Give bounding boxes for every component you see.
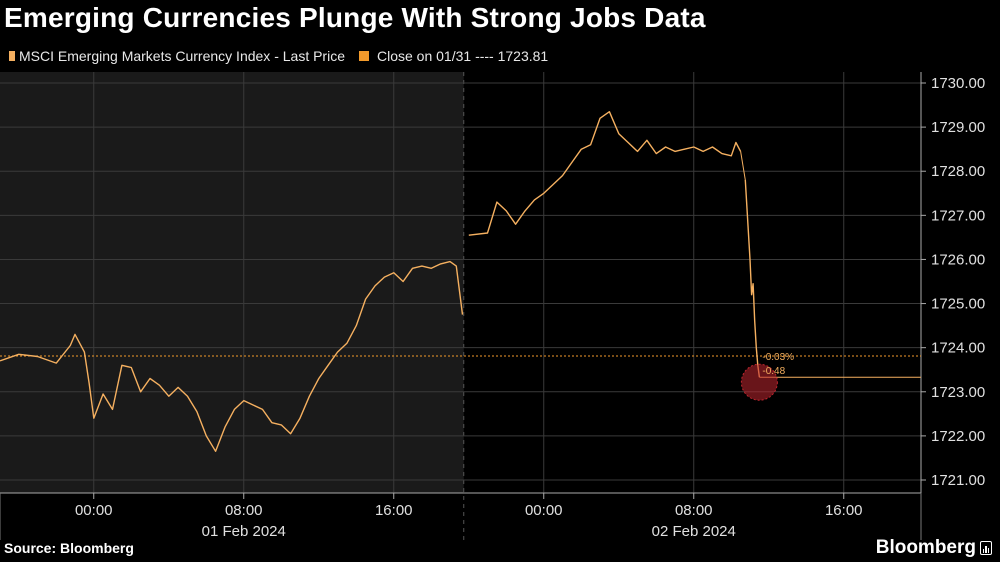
y-tick-label: 1724.00 <box>931 340 985 357</box>
y-tick-label: 1723.00 <box>931 384 985 401</box>
brand-name: Bloomberg <box>875 537 976 558</box>
x-tick-label: 08:00 <box>225 502 263 519</box>
series-line-segment <box>0 260 464 452</box>
close-legend-label: Close on 01/31 ---- 1723.81 <box>377 48 549 64</box>
bloomberg-terminal-icon <box>980 541 992 555</box>
y-tick-label: 1725.00 <box>931 296 985 313</box>
x-tick-label: 00:00 <box>525 502 563 519</box>
close-legend-swatch <box>359 51 369 61</box>
series-legend-swatch <box>9 51 15 61</box>
y-tick-label: 1728.00 <box>931 163 985 180</box>
chart-title: Emerging Currencies Plunge With Strong J… <box>4 2 706 33</box>
annotation-pct-change: -0.03% <box>762 352 794 363</box>
source-note: Source: Bloomberg <box>4 540 134 556</box>
x-tick-label: 08:00 <box>675 502 713 519</box>
series-legend-label: MSCI Emerging Markets Currency Index - L… <box>19 48 345 64</box>
y-tick-label: 1722.00 <box>931 428 985 445</box>
y-tick-label: 1730.00 <box>931 75 985 92</box>
brand-logo: Bloomberg <box>876 537 992 559</box>
x-tick-label: 16:00 <box>825 502 863 519</box>
series-connector <box>740 151 746 181</box>
annotation-abs-change: -0.48 <box>762 366 785 377</box>
series-line-segment <box>744 179 761 378</box>
legend: MSCI Emerging Markets Currency Index - L… <box>6 48 548 64</box>
y-tick-label: 1729.00 <box>931 119 985 136</box>
y-tick-label: 1726.00 <box>931 251 985 268</box>
x-date-label: 02 Feb 2024 <box>652 523 736 540</box>
x-tick-label: 00:00 <box>75 502 113 519</box>
x-date-label: 01 Feb 2024 <box>202 523 286 540</box>
y-tick-label: 1721.00 <box>931 472 985 489</box>
overnight-shaded-region <box>0 72 464 493</box>
series-line-segment <box>468 111 742 236</box>
x-tick-label: 16:00 <box>375 502 413 519</box>
last-price-marker <box>740 363 778 401</box>
y-tick-label: 1727.00 <box>931 207 985 224</box>
